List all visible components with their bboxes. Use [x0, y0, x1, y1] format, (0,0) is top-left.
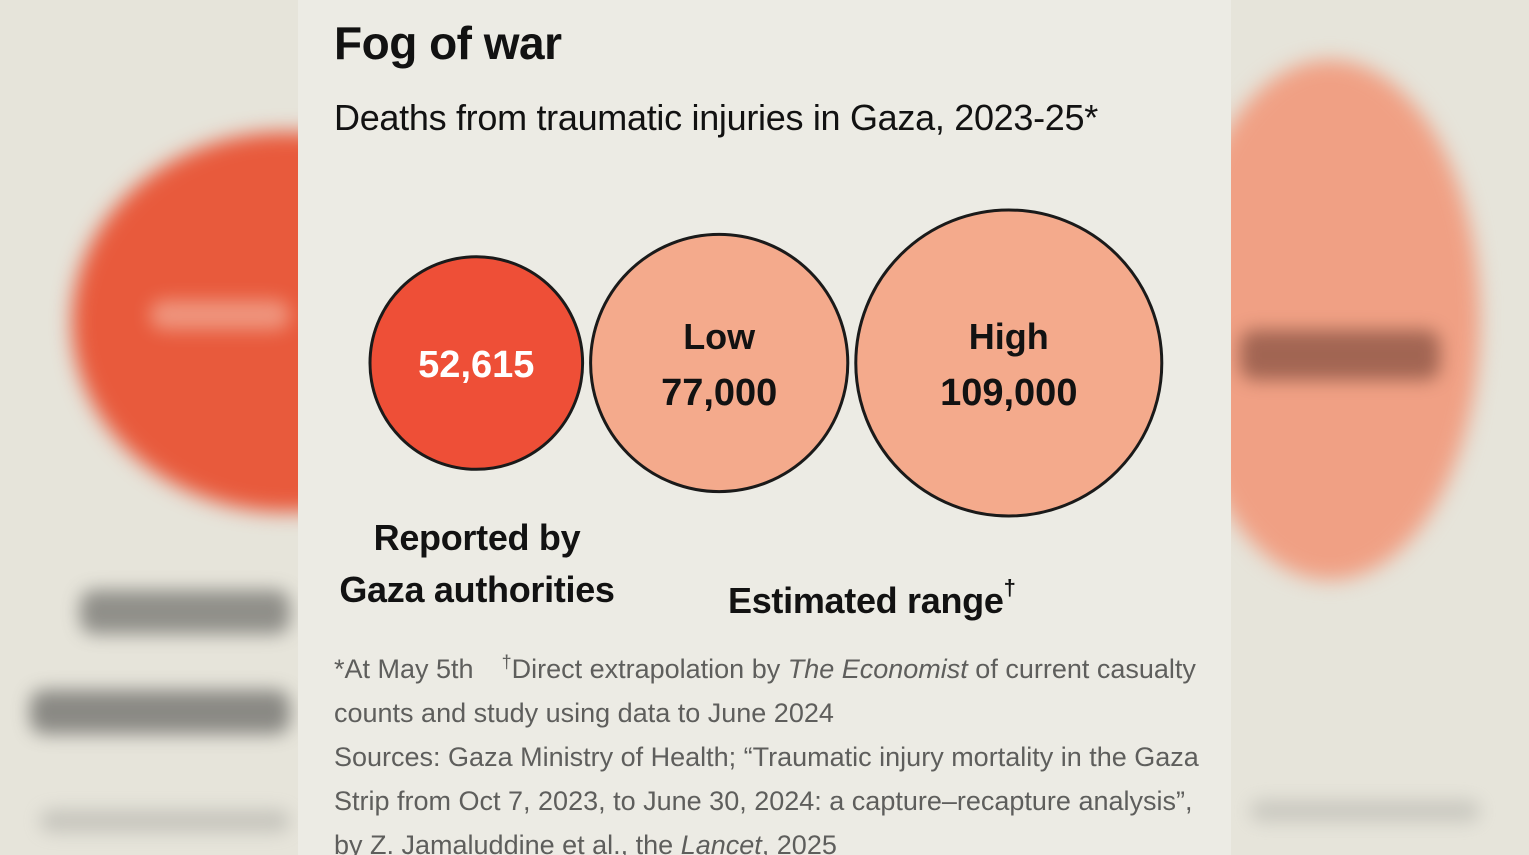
bubble-category-label-1: Low	[683, 316, 756, 357]
footnote-dagger-mark: †	[501, 652, 512, 672]
footnotes: *At May 5th †Direct extrapolation by The …	[334, 640, 1214, 855]
bubble-chart: 52,615 Low 77,000 High 109,000	[368, 208, 1164, 518]
bubble-value-label-2: 109,000	[940, 372, 1077, 414]
bubble-1	[589, 232, 850, 494]
reported-group-label: Reported by Gaza authorities	[332, 512, 622, 616]
bubble-category-label-2: High	[969, 316, 1049, 357]
reported-label-line2: Gaza authorities	[339, 569, 615, 610]
sources-year: , 2025	[761, 830, 837, 855]
sources-journal: Lancet	[680, 830, 762, 855]
bubble-value-label-0: 52,615	[418, 344, 534, 386]
estimated-group-label: Estimated range†	[728, 562, 1016, 627]
chart-card: Fog of war Deaths from traumatic injurie…	[298, 0, 1231, 855]
footnote-dagger-source: The Economist	[787, 654, 968, 684]
footnote-star: *At May 5th	[334, 654, 474, 684]
footnote-dagger-post: of current casualty counts and study usi…	[334, 654, 1196, 728]
chart-title: Fog of war	[334, 17, 562, 69]
bubble-2	[854, 208, 1164, 518]
bubble-value-label-1: 77,000	[661, 372, 777, 414]
sources-text: Sources: Gaza Ministry of Health; “Traum…	[334, 742, 1199, 855]
estimated-label-text: Estimated range	[728, 580, 1004, 621]
footnote-dagger-pre: Direct extrapolation by	[511, 654, 788, 684]
chart-subtitle: Deaths from traumatic injuries in Gaza, …	[334, 97, 1098, 138]
estimated-dagger: †	[1003, 575, 1016, 600]
reported-label-line1: Reported by	[373, 517, 581, 558]
bubble-0	[368, 255, 585, 471]
